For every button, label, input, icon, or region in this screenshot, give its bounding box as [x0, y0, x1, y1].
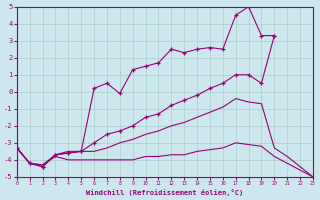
X-axis label: Windchill (Refroidissement éolien,°C): Windchill (Refroidissement éolien,°C) [86, 189, 244, 196]
